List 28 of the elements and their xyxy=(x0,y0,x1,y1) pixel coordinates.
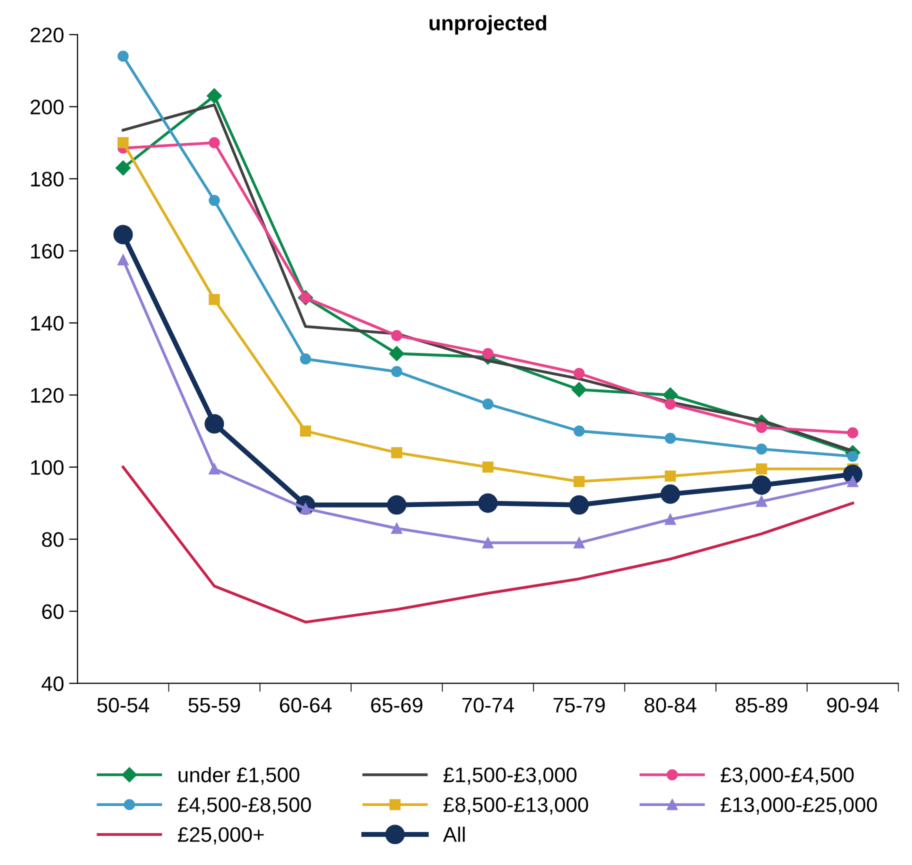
y-tick-label: 60 xyxy=(42,604,64,620)
x-tick-label: 60-64 xyxy=(280,698,332,713)
x-tick-label: 80-84 xyxy=(644,698,696,713)
y-tick-label: 80 xyxy=(42,532,64,547)
legend-label: £1,500-£3,000 xyxy=(444,768,577,785)
legend-label: under £1,500 xyxy=(178,766,300,785)
x-tick-label: 50-54 xyxy=(97,698,150,713)
chart-title: unprojected xyxy=(430,15,546,35)
y-tick-label: 180 xyxy=(31,172,64,187)
legend-label: £13,000-£25,000 xyxy=(720,797,877,815)
y-tick-label: 140 xyxy=(31,316,64,331)
x-tick-label: 55-59 xyxy=(188,698,240,713)
legend-label: All xyxy=(442,826,465,842)
legend-label: £25,000+ xyxy=(178,827,264,844)
x-tick-label: 85-89 xyxy=(736,698,788,713)
legend-label: £8,500-£13,000 xyxy=(444,797,588,815)
y-tick-label: 200 xyxy=(30,100,64,114)
x-tick-label: 75-79 xyxy=(554,698,605,713)
y-tick-label: 160 xyxy=(31,244,64,259)
legend-label: £4,500-£8,500 xyxy=(178,797,311,815)
x-tick-label: 70-74 xyxy=(462,698,514,713)
y-tick-label: 40 xyxy=(42,676,64,692)
x-tick-label: 65-69 xyxy=(371,698,422,713)
legend-label: £3,000-£4,500 xyxy=(720,768,854,785)
y-tick-label: 120 xyxy=(31,388,64,403)
y-tick-label: 100 xyxy=(31,460,64,475)
y-tick-label: 220 xyxy=(30,28,64,42)
x-tick-label: 90-94 xyxy=(827,698,879,713)
